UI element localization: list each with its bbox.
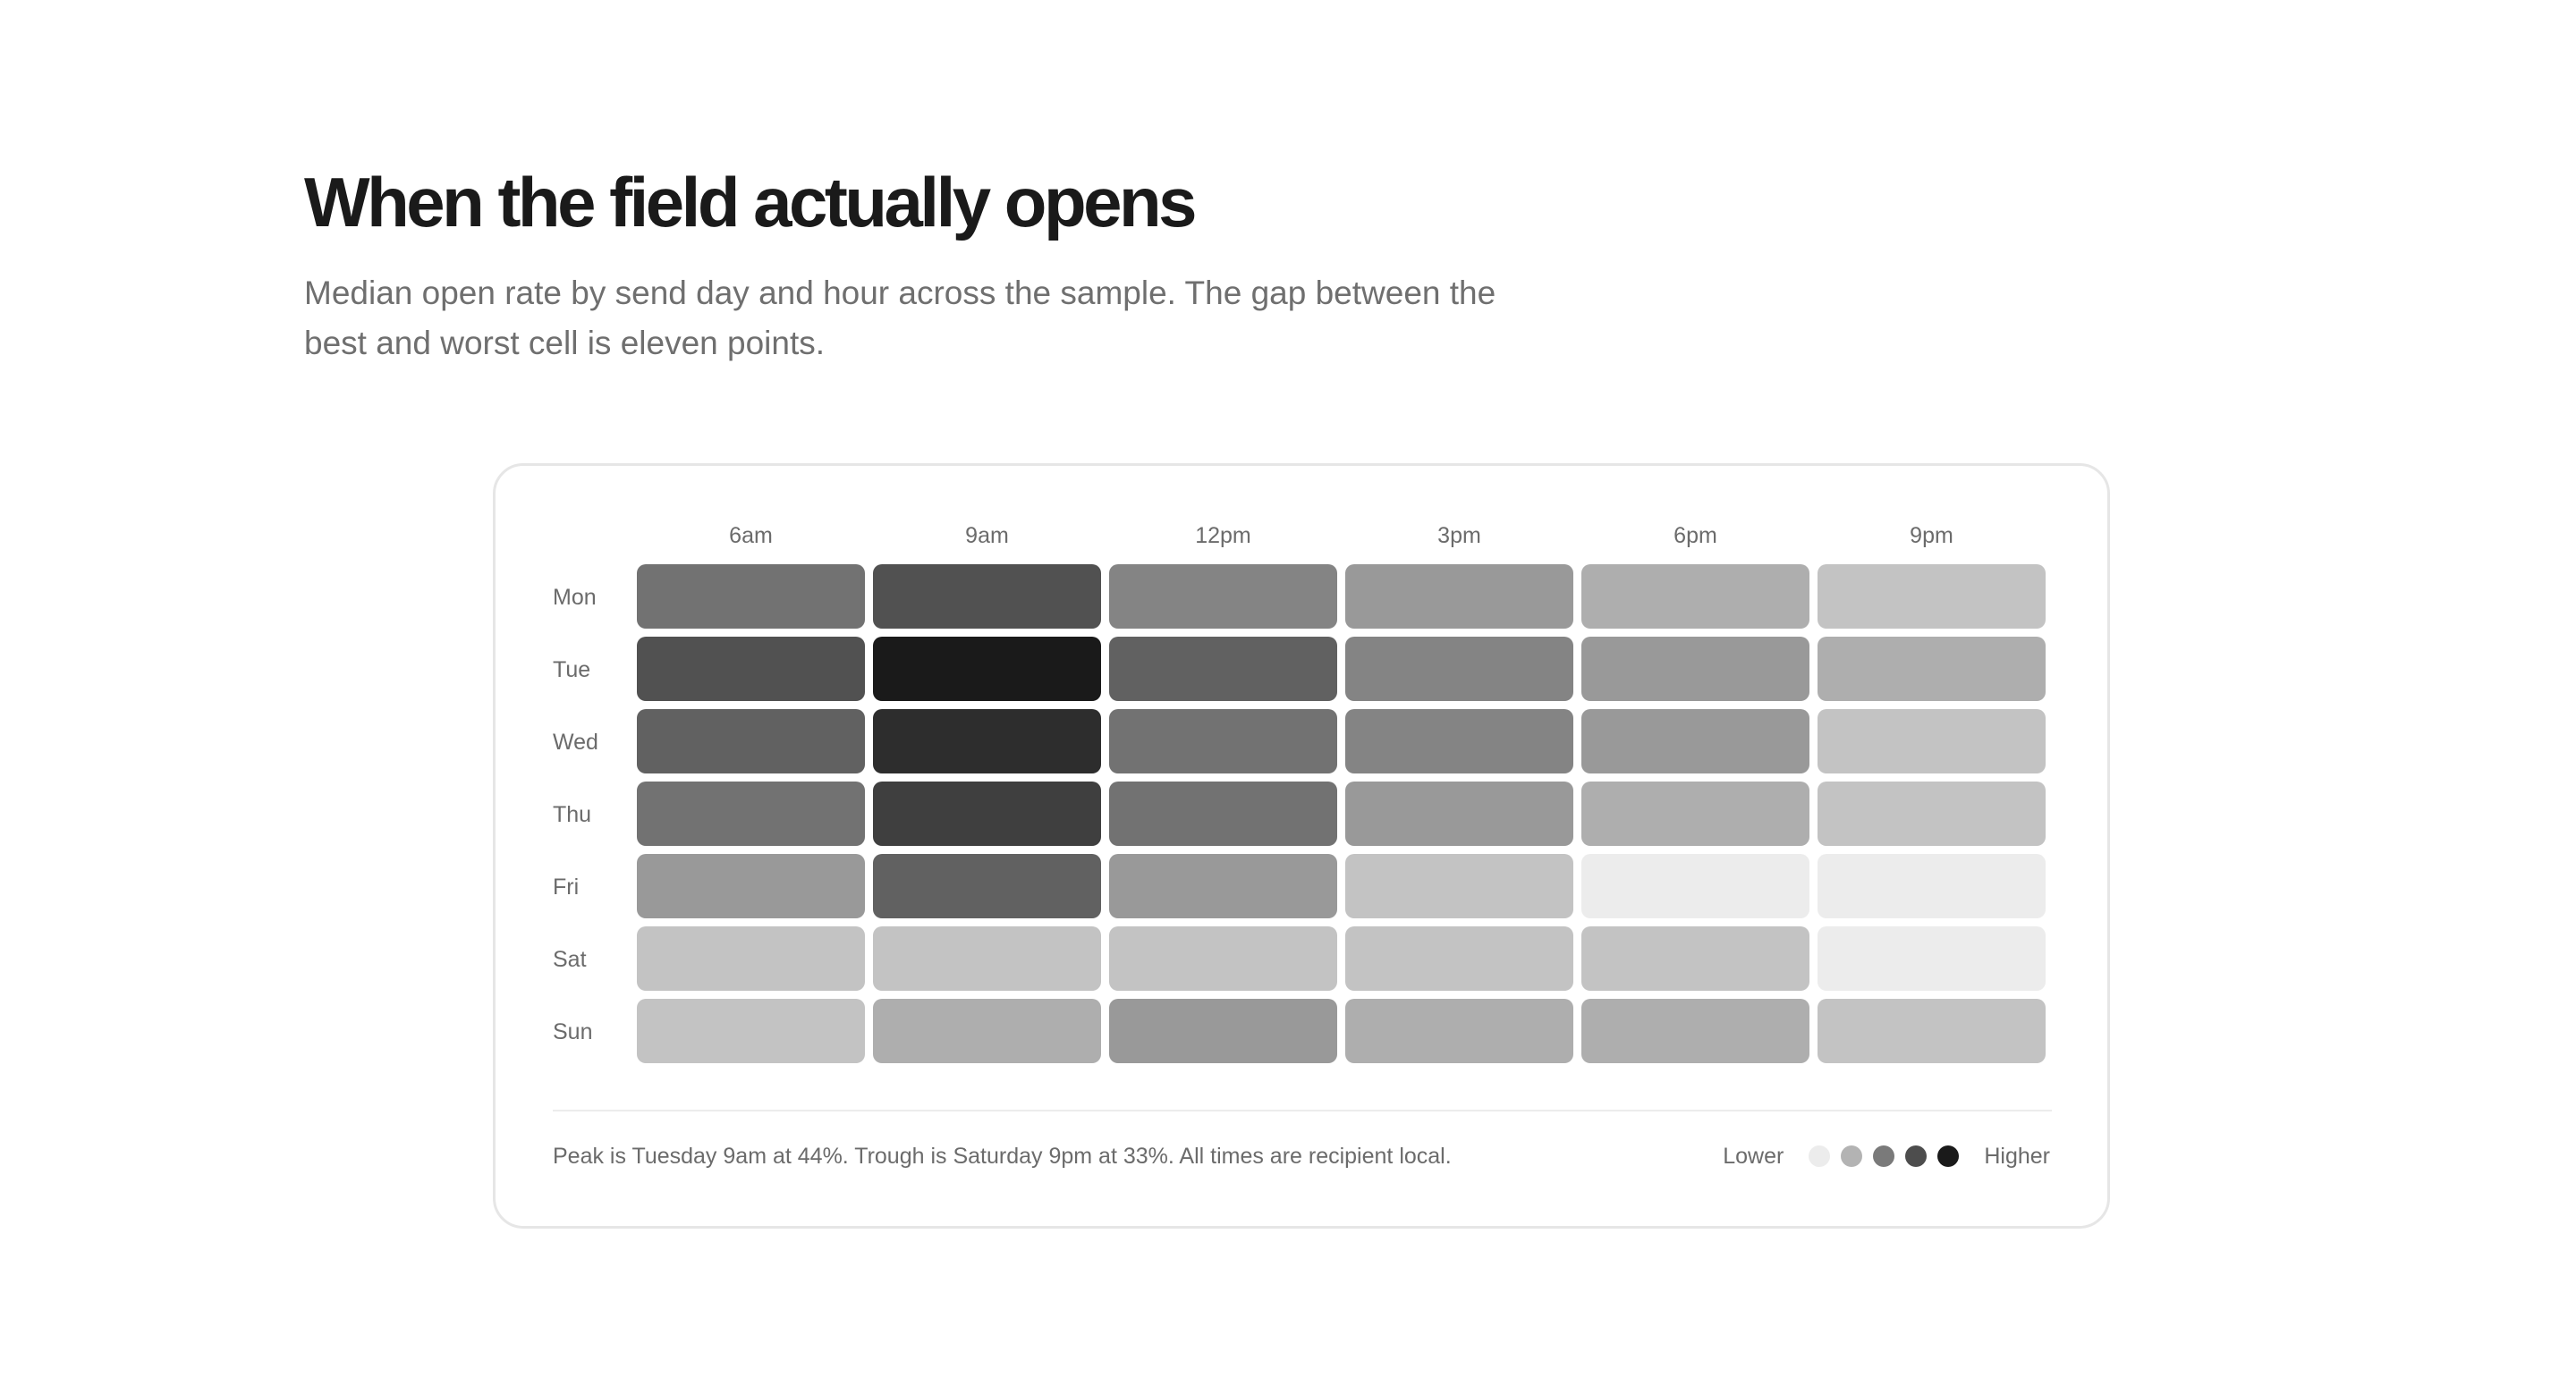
heatmap-cell-sat-9pm bbox=[1818, 926, 2046, 991]
heatmap-cell-mon-12pm bbox=[1109, 564, 1337, 629]
heatmap-cell-mon-9pm bbox=[1818, 564, 2046, 629]
heatmap-cell-mon-6am bbox=[637, 564, 865, 629]
heatmap-cell-sun-6pm bbox=[1581, 999, 1809, 1063]
legend-swatch-3 bbox=[1873, 1145, 1895, 1167]
page-subtitle: Median open rate by send day and hour ac… bbox=[304, 274, 1496, 361]
legend-swatch-1 bbox=[1809, 1145, 1831, 1167]
heatmap-cell-thu-6am bbox=[637, 782, 865, 846]
column-label-9pm: 9pm bbox=[1910, 523, 1953, 548]
row-label-fri: Fri bbox=[553, 875, 579, 900]
chart-footnote: Peak is Tuesday 9am at 44%. Trough is Sa… bbox=[553, 1144, 1452, 1169]
column-label-3pm: 3pm bbox=[1437, 523, 1481, 548]
heatmap-cell-fri-9am bbox=[873, 854, 1101, 918]
heatmap-cell-thu-12pm bbox=[1109, 782, 1337, 846]
heatmap-cell-sun-9am bbox=[873, 999, 1101, 1063]
legend-swatch-4 bbox=[1905, 1145, 1928, 1167]
heatmap-cell-tue-6pm bbox=[1581, 637, 1809, 701]
row-label-wed: Wed bbox=[553, 730, 598, 755]
heatmap-cell-fri-3pm bbox=[1345, 854, 1573, 918]
heatmap-cell-mon-9am bbox=[873, 564, 1101, 629]
heatmap-cell-sat-6pm bbox=[1581, 926, 1809, 991]
heatmap-cell-fri-9pm bbox=[1818, 854, 2046, 918]
heatmap-cell-sun-6am bbox=[637, 999, 865, 1063]
heatmap-cell-thu-3pm bbox=[1345, 782, 1573, 846]
heatmap-cell-mon-3pm bbox=[1345, 564, 1573, 629]
heatmap-cell-wed-6pm bbox=[1581, 709, 1809, 773]
row-label-sun: Sun bbox=[553, 1019, 592, 1044]
legend-swatch-5 bbox=[1937, 1145, 1960, 1167]
row-label-thu: Thu bbox=[553, 802, 591, 827]
heatmap-cell-fri-6am bbox=[637, 854, 865, 918]
heatmap-cell-wed-9pm bbox=[1818, 709, 2046, 773]
legend-high-label: Higher bbox=[1984, 1143, 2050, 1169]
row-label-tue: Tue bbox=[553, 657, 590, 682]
legend-low-label: Lower bbox=[1723, 1143, 1784, 1169]
column-label-6pm: 6pm bbox=[1674, 523, 1717, 548]
heatmap-cell-sun-3pm bbox=[1345, 999, 1573, 1063]
heatmap-cell-sat-9am bbox=[873, 926, 1101, 991]
heatmap-cell-wed-9am bbox=[873, 709, 1101, 773]
legend-swatches bbox=[1803, 1145, 1964, 1167]
heatmap-cell-sat-12pm bbox=[1109, 926, 1337, 991]
heatmap-cell-tue-9am bbox=[873, 637, 1101, 701]
heatmap-cell-sat-6am bbox=[637, 926, 865, 991]
heatmap-cell-fri-12pm bbox=[1109, 854, 1337, 918]
column-label-12pm: 12pm bbox=[1195, 523, 1251, 548]
heatmap-cell-tue-3pm bbox=[1345, 637, 1573, 701]
row-label-sat: Sat bbox=[553, 947, 587, 972]
header: When the field actually opens Median ope… bbox=[304, 163, 1556, 368]
footer-divider bbox=[553, 1110, 2052, 1111]
heatmap-cell-mon-6pm bbox=[1581, 564, 1809, 629]
color-legend: Lower Higher bbox=[1723, 1138, 2050, 1174]
heatmap-cell-thu-9pm bbox=[1818, 782, 2046, 846]
heatmap-cell-tue-9pm bbox=[1818, 637, 2046, 701]
heatmap-chart: 6am 9am 12pm 3pm 6pm 9pm Mon Tue Wed Thu Fri Sat Sun bbox=[553, 523, 2046, 1063]
column-label-6am: 6am bbox=[729, 523, 773, 548]
heatmap-cell-wed-3pm bbox=[1345, 709, 1573, 773]
heatmap-cell-tue-12pm bbox=[1109, 637, 1337, 701]
heatmap-card: 6am 9am 12pm 3pm 6pm 9pm Mon Tue Wed Thu Fri Sat Sun… bbox=[493, 463, 2110, 1229]
heatmap-cell-thu-9am bbox=[873, 782, 1101, 846]
heatmap-cell-wed-6am bbox=[637, 709, 865, 773]
heatmap-cell-sun-12pm bbox=[1109, 999, 1337, 1063]
heatmap-cell-sun-9pm bbox=[1818, 999, 2046, 1063]
heatmap-cell-wed-12pm bbox=[1109, 709, 1337, 773]
heatmap-cell-sat-3pm bbox=[1345, 926, 1573, 991]
row-label-mon: Mon bbox=[553, 585, 597, 610]
heatmap-cell-tue-6am bbox=[637, 637, 865, 701]
heatmap-cell-thu-6pm bbox=[1581, 782, 1809, 846]
page-title: When the field actually opens bbox=[304, 163, 1198, 241]
column-label-9am: 9am bbox=[965, 523, 1009, 548]
legend-swatch-2 bbox=[1841, 1145, 1863, 1167]
heatmap-cell-fri-6pm bbox=[1581, 854, 1809, 918]
